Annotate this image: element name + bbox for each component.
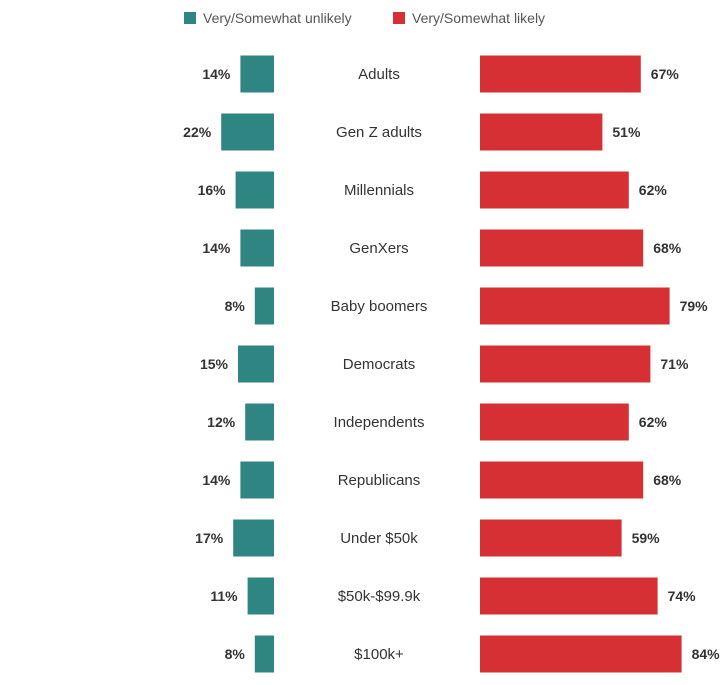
chart-row: 12% Independents 62% <box>207 403 668 441</box>
legend-unlikely-label: Very/Somewhat unlikely <box>203 10 352 26</box>
category-label: GenXers <box>349 240 408 257</box>
value-label-likely: 68% <box>653 240 682 256</box>
bar-unlikely <box>240 55 274 93</box>
value-label-likely: 62% <box>639 182 668 198</box>
bar-likely <box>480 345 651 383</box>
chart-row: 8% $100k+ 84% <box>225 635 721 673</box>
value-label-unlikely: 14% <box>202 66 231 82</box>
bar-unlikely <box>221 113 274 151</box>
bar-unlikely <box>233 519 274 557</box>
value-label-likely: 59% <box>632 530 661 546</box>
value-label-likely: 84% <box>692 646 721 662</box>
category-label: Gen Z adults <box>336 124 422 141</box>
value-label-unlikely: 17% <box>195 530 224 546</box>
value-label-unlikely: 22% <box>183 124 212 140</box>
bar-unlikely <box>254 635 274 673</box>
bar-unlikely <box>240 229 274 267</box>
bar-unlikely <box>238 345 274 383</box>
value-label-unlikely: 14% <box>202 240 231 256</box>
bar-unlikely <box>245 403 274 441</box>
chart-row: 22% Gen Z adults 51% <box>183 113 641 151</box>
legend-likely-label: Very/Somewhat likely <box>412 10 545 26</box>
bar-likely <box>480 461 644 499</box>
category-label: Democrats <box>343 356 416 373</box>
category-label: Millennials <box>344 182 414 199</box>
value-label-unlikely: 14% <box>202 472 231 488</box>
value-label-likely: 67% <box>651 66 680 82</box>
bar-likely <box>480 635 682 673</box>
value-label-unlikely: 8% <box>225 646 246 662</box>
legend-likely-swatch <box>393 12 405 24</box>
chart-row: 17% Under $50k 59% <box>195 519 661 557</box>
bar-likely <box>480 229 644 267</box>
chart-row: 16% Millennials 62% <box>198 171 668 209</box>
chart-row: 11% $50k-$99.9k 74% <box>210 577 697 615</box>
bar-likely <box>480 519 622 557</box>
category-label: Adults <box>358 66 400 83</box>
category-label: Independents <box>334 414 425 431</box>
category-label: Baby boomers <box>331 298 428 315</box>
value-label-unlikely: 11% <box>210 588 238 604</box>
legend: Very/Somewhat unlikely Very/Somewhat like… <box>184 10 545 26</box>
bar-likely <box>480 55 641 93</box>
value-label-likely: 71% <box>660 356 689 372</box>
chart-row: 8% Baby boomers 79% <box>225 287 709 325</box>
category-label: Republicans <box>338 472 421 489</box>
value-label-unlikely: 15% <box>200 356 229 372</box>
chart-rows: 14% Adults 67% 22% Gen Z adults 51% 16% Millenn… <box>183 55 721 673</box>
legend-unlikely-swatch <box>184 12 196 24</box>
bar-unlikely <box>254 287 274 325</box>
value-label-likely: 68% <box>653 472 682 488</box>
chart-row: 14% Adults 67% <box>202 55 680 93</box>
value-label-likely: 79% <box>680 298 709 314</box>
bar-unlikely <box>247 577 274 615</box>
bar-likely <box>480 403 629 441</box>
value-label-unlikely: 16% <box>198 182 227 198</box>
value-label-unlikely: 12% <box>207 414 236 430</box>
bar-likely <box>480 577 658 615</box>
chart-row: 14% GenXers 68% <box>202 229 682 267</box>
category-label: Under $50k <box>340 530 418 547</box>
value-label-likely: 51% <box>612 124 641 140</box>
bar-unlikely <box>235 171 274 209</box>
category-label: $50k-$99.9k <box>338 588 421 605</box>
bar-likely <box>480 287 670 325</box>
bar-likely <box>480 171 629 209</box>
value-label-likely: 62% <box>639 414 668 430</box>
category-label: $100k+ <box>354 646 404 663</box>
value-label-unlikely: 8% <box>225 298 246 314</box>
bar-unlikely <box>240 461 274 499</box>
bar-likely <box>480 113 603 151</box>
value-label-likely: 74% <box>668 588 697 604</box>
chart-row: 14% Republicans 68% <box>202 461 682 499</box>
chart-row: 15% Democrats 71% <box>200 345 689 383</box>
